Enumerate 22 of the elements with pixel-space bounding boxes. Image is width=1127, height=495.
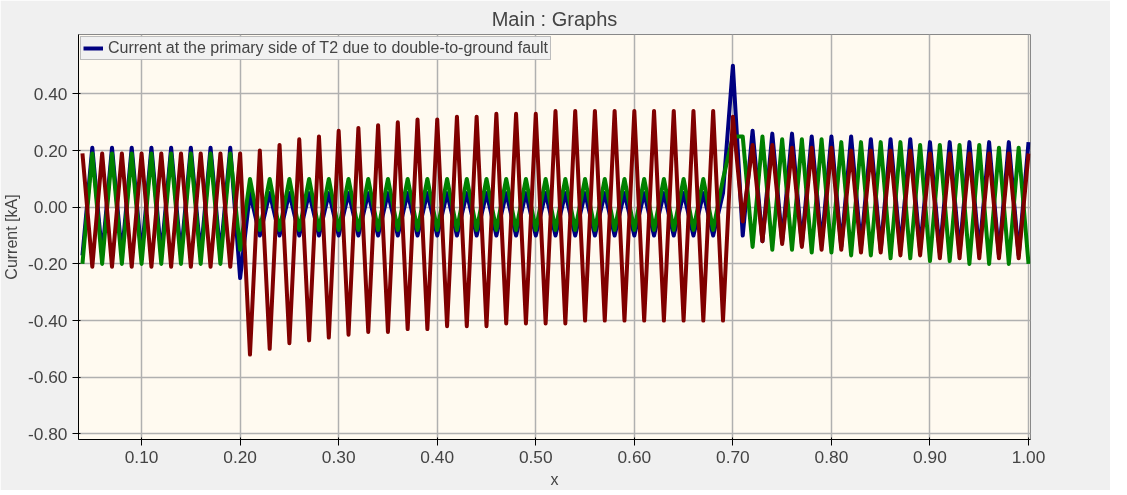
y-tick-label: -0.40: [28, 310, 68, 331]
y-tick-label: 0.20: [33, 140, 68, 161]
x-tick-label: 0.90: [913, 446, 947, 467]
x-axis-title: x: [550, 470, 559, 488]
x-tick-label: 0.10: [124, 446, 159, 467]
x-tick-label: 0.60: [617, 446, 652, 467]
y-tick-label: -0.60: [28, 367, 68, 388]
x-tick-label: 0.50: [518, 446, 553, 467]
x-tick-label: 0.80: [814, 446, 849, 467]
y-tick-label: -0.80: [28, 423, 68, 444]
line-series: [80, 108, 1031, 357]
y-axis-title: Current [kA]: [3, 194, 20, 280]
y-tick-label: 0.40: [33, 83, 68, 104]
chart-title: Main : Graphs: [491, 7, 618, 30]
y-tick-label: -0.20: [28, 253, 68, 274]
legend-label: Current at the primary side of T2 due to double-to-ground fault: [108, 39, 548, 57]
x-tick-label: 1.00: [1011, 446, 1046, 467]
x-tick-label: 0.40: [420, 446, 455, 467]
x-tick-label: 0.20: [223, 446, 257, 467]
y-tick-label: 0.00: [33, 197, 68, 218]
x-tick-label: 0.30: [321, 446, 356, 467]
x-tick-label: 0.70: [716, 446, 750, 467]
